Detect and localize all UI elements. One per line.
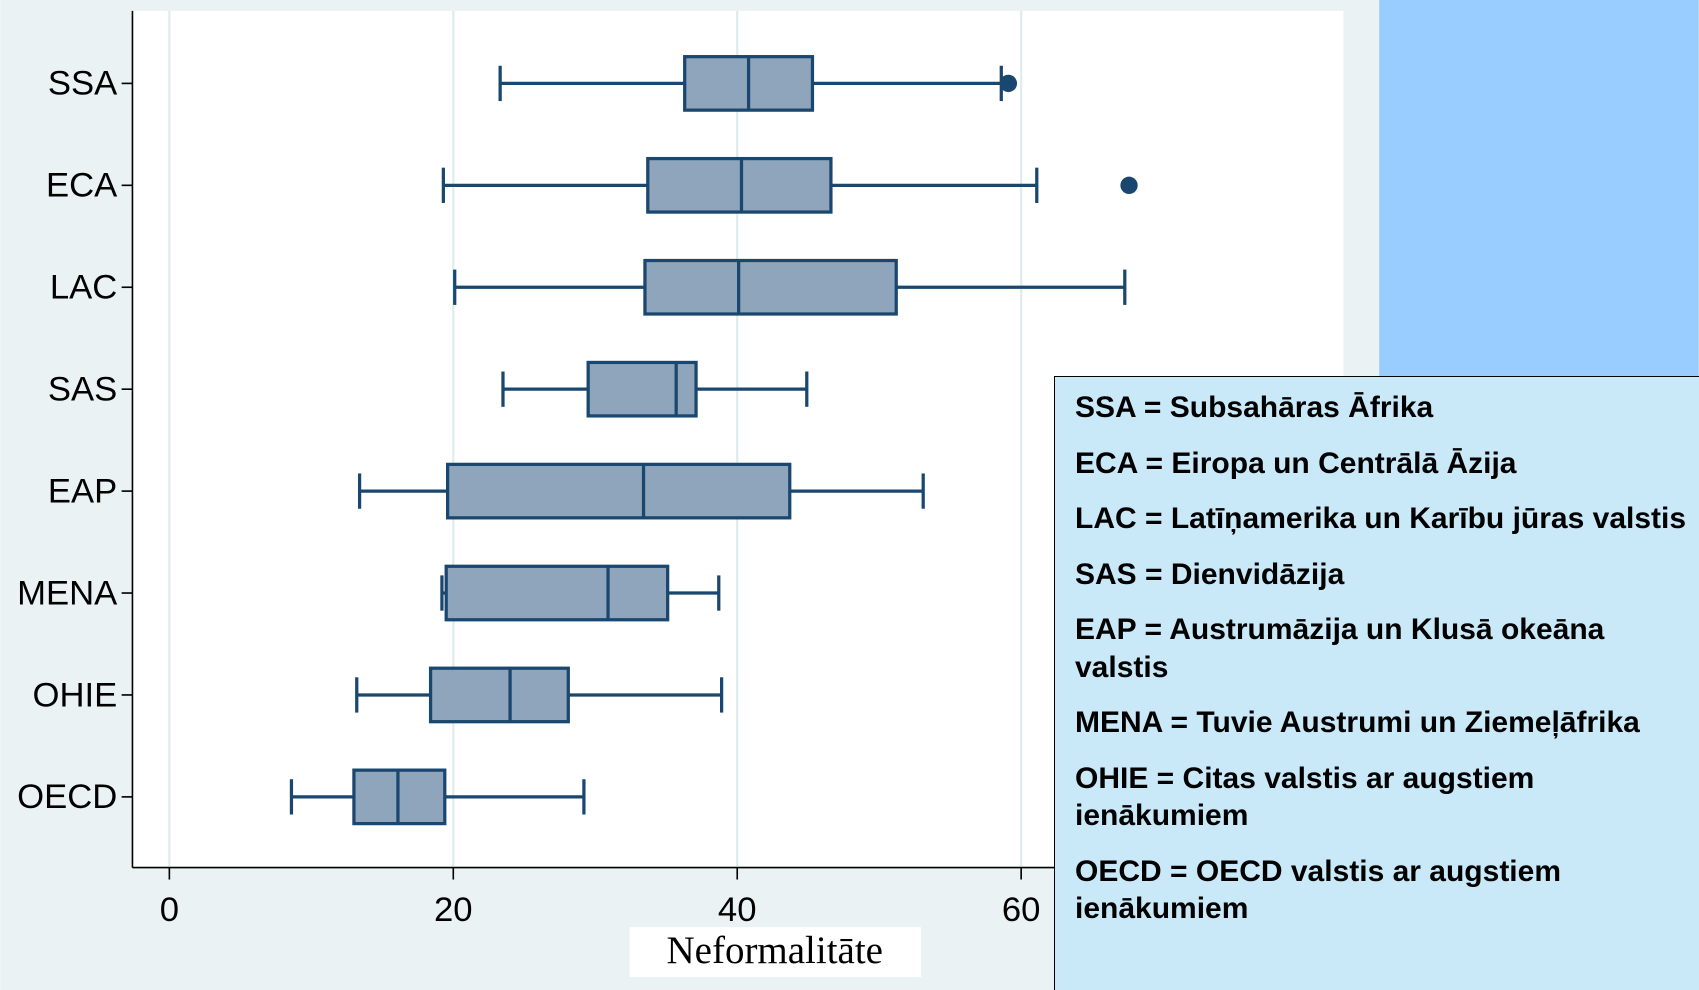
- legend: SSA = Subsahāras Āfrika ECA = Eiropa un C…: [1054, 376, 1699, 990]
- y-tick-label: ECA: [46, 167, 118, 205]
- side-panel: [1379, 0, 1699, 380]
- box: [444, 564, 670, 622]
- outlier: [1120, 176, 1138, 194]
- x-tick-label: 40: [718, 891, 757, 929]
- legend-note: SSA = Subsahāras Āfrika: [1075, 391, 1434, 424]
- box: [586, 360, 698, 418]
- box: [445, 462, 792, 520]
- y-tick-label: OECD: [17, 778, 117, 816]
- axis-title-box: [629, 927, 921, 978]
- y-tick-label: SSA: [48, 65, 118, 103]
- y-tick-label: MENA: [17, 574, 118, 612]
- legend-note: LAC = Latīņamerika un Karību jūras valst…: [1075, 502, 1687, 535]
- legend-note: EAP = Austrumāzija un Klusā okeāna valst…: [1075, 613, 1605, 684]
- grid: [168, 10, 1023, 867]
- x-axis-title: Neformalitāte: [667, 929, 883, 972]
- legend-note: OHIE = Citas valstis ar augstiem ienākum…: [1075, 761, 1535, 833]
- x-tick-label: 60: [1002, 891, 1041, 929]
- marks: [289, 55, 1138, 826]
- outlier: [999, 74, 1018, 93]
- y-tick-label: LAC: [50, 269, 117, 307]
- box: [646, 156, 833, 214]
- box: [643, 258, 898, 316]
- legend-note: OECD = OECD valstis ar augstiem ienākumi…: [1075, 854, 1562, 926]
- y-tick-label: EAP: [48, 472, 117, 510]
- legend-note: ECA = Eiropa un Centrālā Āzija: [1075, 446, 1517, 480]
- legend-note: MENA = Tuvie Austrumi un Ziemeļāfrika: [1075, 706, 1640, 739]
- x-tick-label: 20: [434, 891, 473, 929]
- y-tick-label: SAS: [48, 370, 117, 408]
- x-tick-label: 0: [160, 891, 179, 929]
- box: [428, 666, 570, 724]
- y-tick-label: OHIE: [33, 676, 118, 714]
- legend-note: SAS = Dienvidāzija: [1075, 557, 1345, 591]
